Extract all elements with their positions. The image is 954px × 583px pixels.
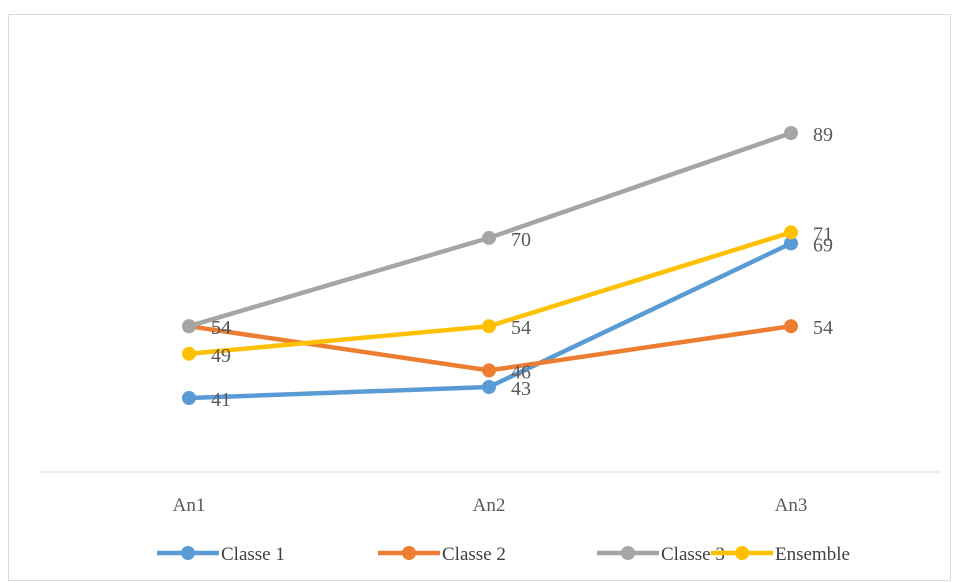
data-label: 41 — [211, 389, 231, 411]
data-point — [482, 230, 496, 245]
legend-label: Classe 3 — [661, 544, 725, 565]
data-label: 89 — [813, 124, 833, 146]
data-point — [784, 126, 798, 140]
x-tick-label: An3 — [775, 495, 808, 516]
legend-swatch-marker — [735, 546, 749, 560]
data-point — [182, 391, 196, 405]
data-label: 54 — [511, 317, 531, 339]
x-tick-label: An1 — [173, 495, 206, 516]
plot-area — [182, 126, 798, 405]
legend-entry: Classe 1 — [157, 544, 285, 565]
data-label: 70 — [511, 229, 531, 251]
legend-entry: Classe 2 — [378, 544, 506, 565]
legend: Classe 1 Classe 2 Classe 3 Ensemble — [157, 544, 850, 565]
x-axis: An1 An2 An3 — [39, 471, 940, 516]
legend-label: Classe 2 — [442, 544, 506, 565]
series-classe-3 — [182, 126, 798, 334]
data-label: 49 — [211, 345, 231, 367]
data-point — [182, 319, 196, 334]
series-line — [186, 130, 794, 329]
legend-label: Classe 1 — [221, 544, 285, 565]
series-classe-1 — [182, 236, 798, 405]
x-tick-label: An2 — [473, 495, 506, 516]
legend-swatch-marker — [621, 546, 635, 560]
legend-swatch-marker — [402, 546, 416, 560]
legend-entry: Ensemble — [711, 544, 850, 565]
data-point — [482, 363, 496, 378]
series-ensemble — [182, 225, 798, 361]
data-label: 43 — [511, 378, 531, 400]
data-label: 71 — [813, 223, 833, 245]
series-line — [186, 230, 794, 357]
data-label: 54 — [211, 317, 231, 339]
data-point — [482, 380, 496, 394]
data-point — [182, 346, 196, 361]
data-label: 69 — [813, 234, 833, 256]
data-point — [482, 319, 496, 334]
data-point — [784, 225, 798, 240]
legend-entry: Classe 3 — [597, 544, 725, 565]
data-point — [784, 236, 798, 251]
data-label: 54 — [211, 317, 231, 339]
legend-label: Ensemble — [775, 544, 850, 565]
data-label: 54 — [813, 317, 833, 339]
data-point — [784, 319, 798, 334]
legend-swatch-marker — [181, 546, 195, 560]
data-label: 46 — [511, 361, 531, 383]
chart-area: An1 An2 An3 41 43 69 54 46 54 54 70 89 49 54 71 Class… — [8, 14, 951, 581]
